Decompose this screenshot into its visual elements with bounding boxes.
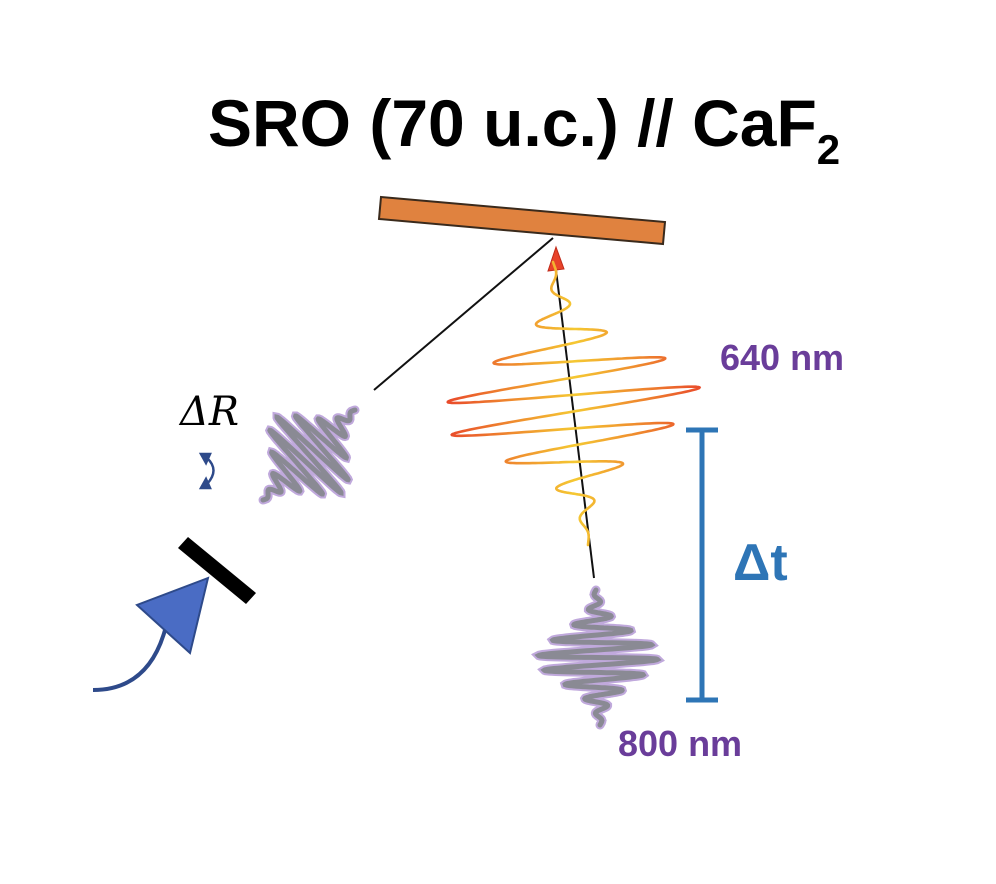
- delay-label: Δt: [733, 534, 788, 592]
- delay-bar: [686, 427, 718, 703]
- mirror-icon: [178, 537, 256, 604]
- reflected-beam-line: [373, 237, 554, 391]
- title-subscript: 2: [817, 126, 840, 173]
- incident-beam-line: [554, 261, 595, 579]
- reflectivity-change-label: ΔR: [178, 389, 239, 435]
- sample-slab: [377, 195, 667, 246]
- pump-pulse-800nm: [531, 585, 665, 730]
- probe-pulse-640nm: [446, 260, 702, 547]
- probe-wavelength-label: 640 nm: [720, 337, 844, 378]
- diagram-title: SRO (70 u.c.) // CaF2: [208, 86, 840, 173]
- title-main: SRO (70 u.c.) // CaF: [208, 86, 817, 160]
- reflected-pulse: [258, 405, 360, 505]
- pump-wavelength-label: 800 nm: [618, 723, 742, 764]
- rotate-arrows-icon: [198, 452, 215, 490]
- detector-arrow-icon: [92, 576, 210, 692]
